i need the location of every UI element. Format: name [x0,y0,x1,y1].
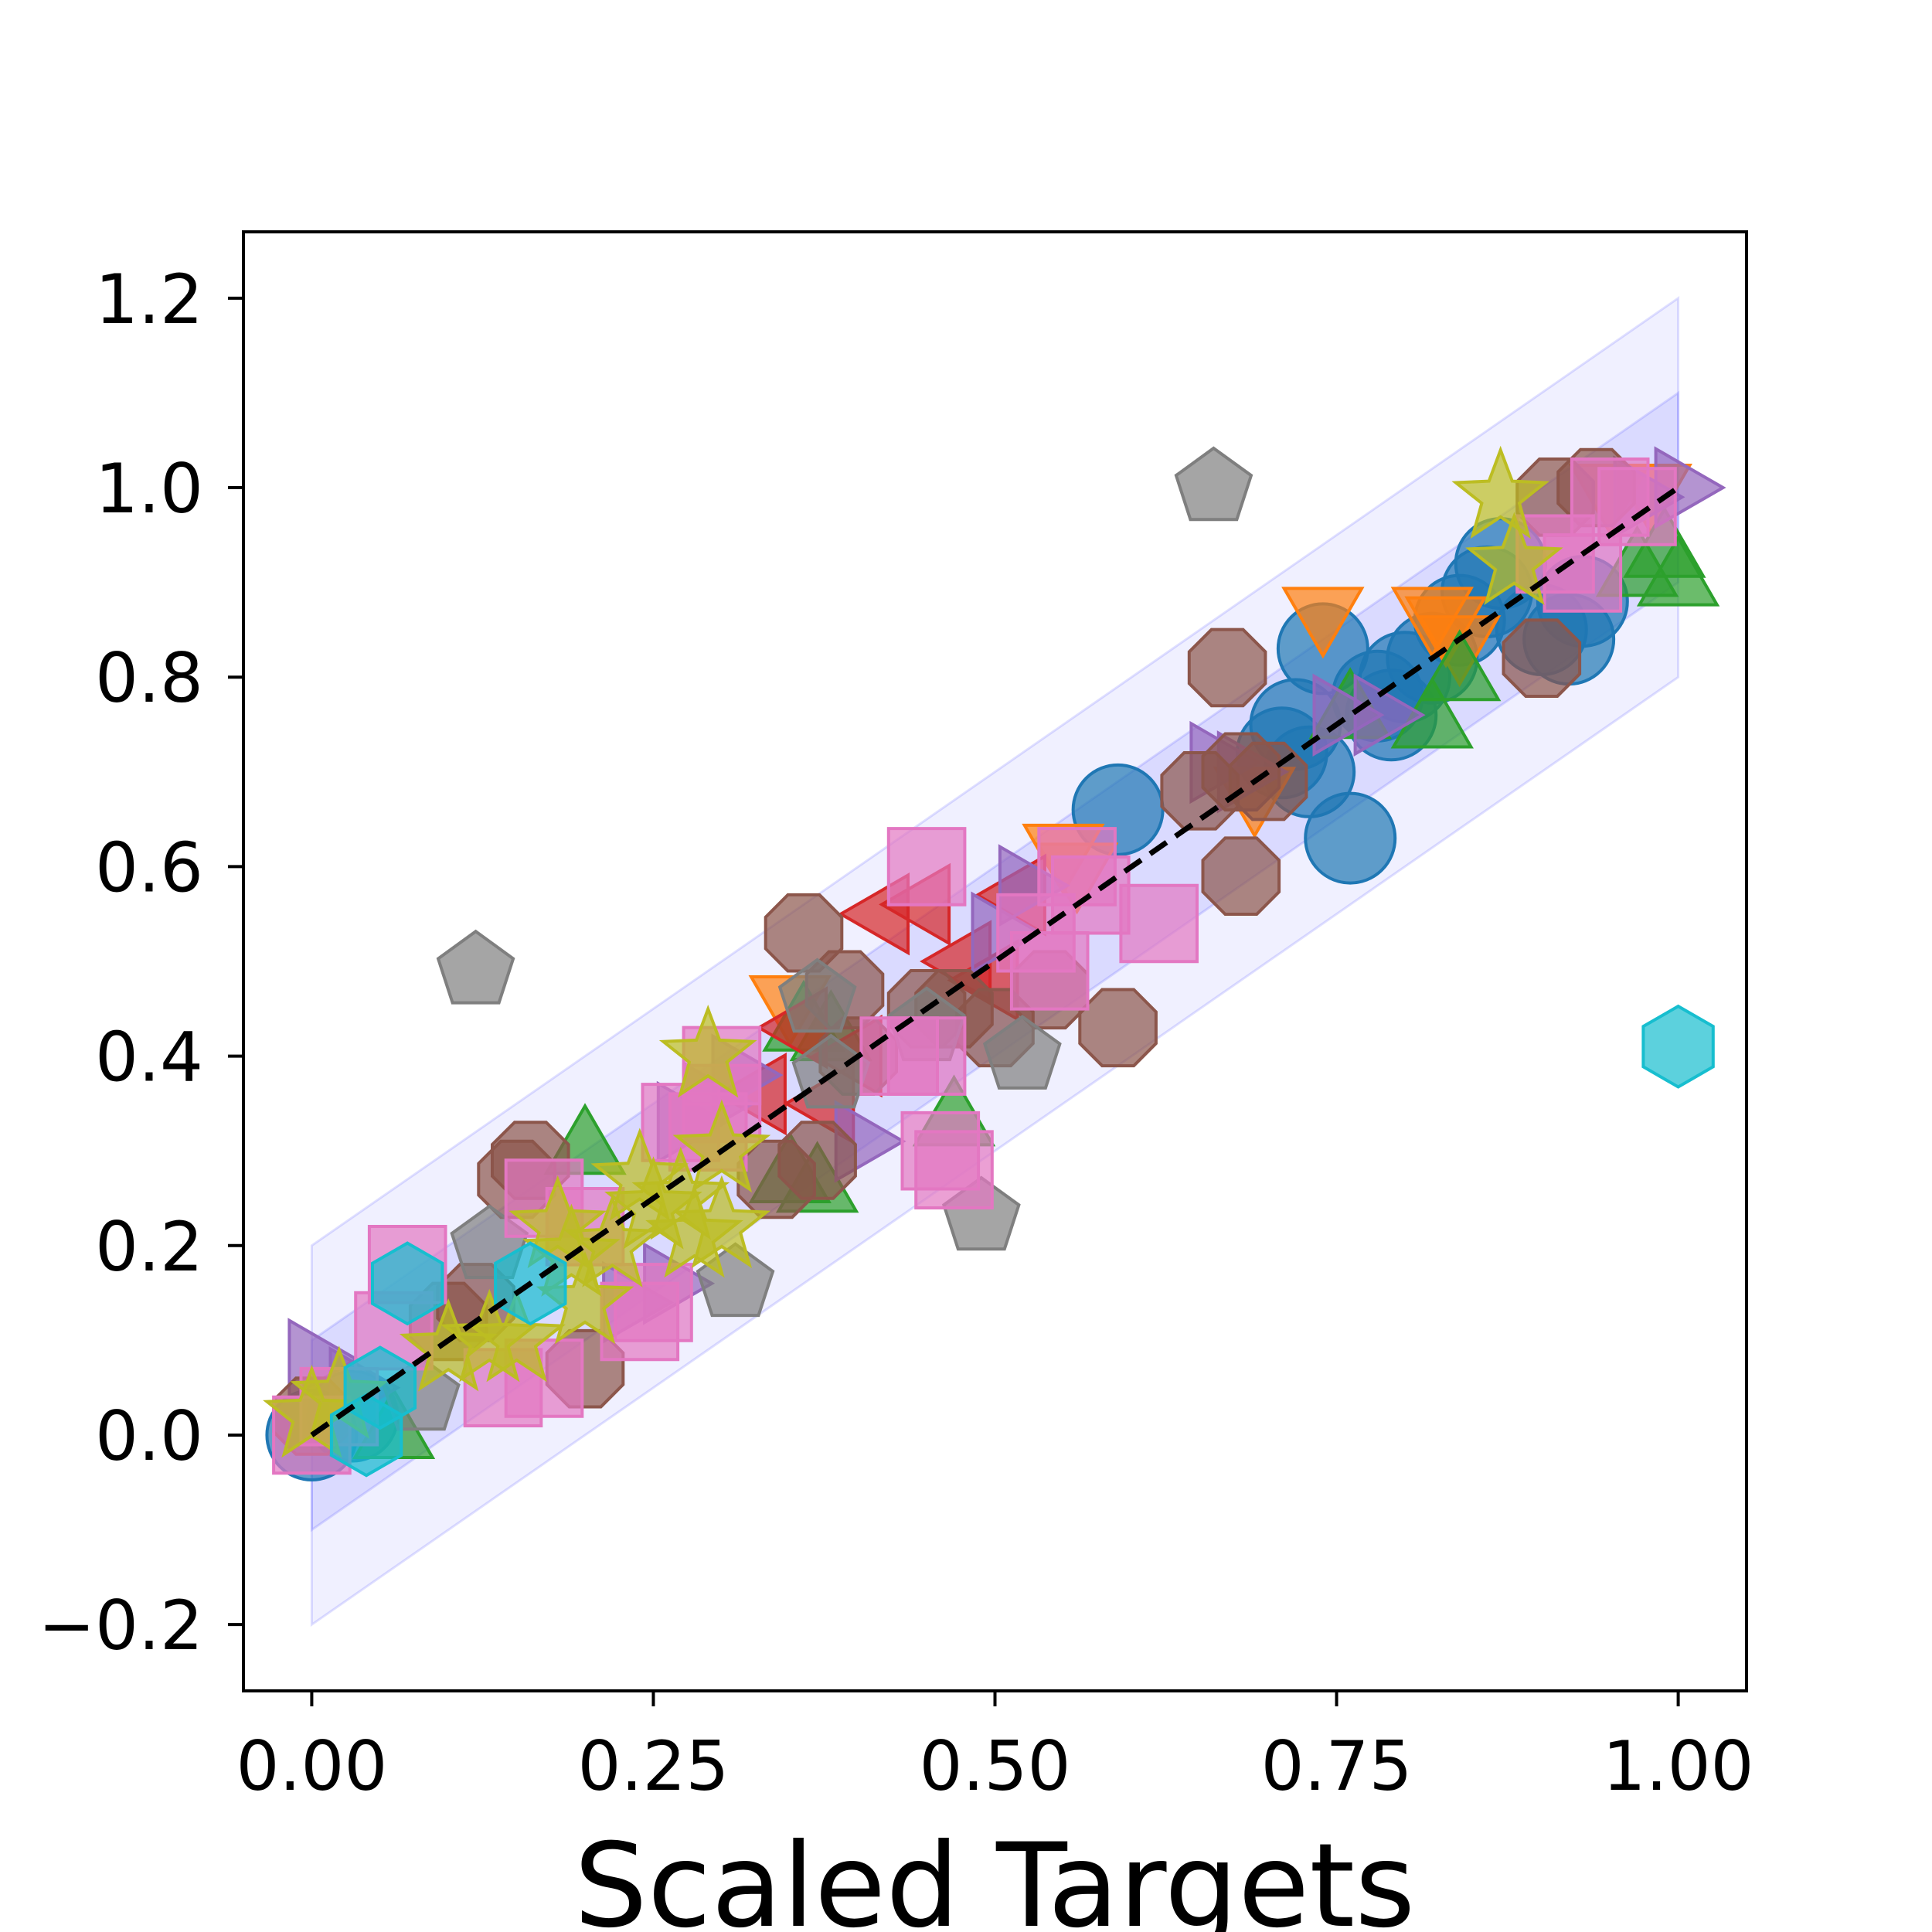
y-tick-label-6: 1.0 [95,449,203,529]
point-square-14 [886,827,967,906]
point-octagon-21 [1502,618,1582,698]
point-square-27 [1597,467,1677,546]
point-square-18 [914,1130,994,1209]
point-octagon-13 [777,1121,857,1200]
identity-reference-line [310,485,1680,1437]
y-tick-label-4: 0.6 [95,828,203,907]
point-square-16 [886,1016,967,1096]
point-octagon-17 [1201,836,1281,916]
scatter-points [263,445,1726,1481]
point-star-11 [631,1146,730,1240]
x-tick-label-3: 0.75 [1261,1726,1413,1806]
point-octagon-18 [1228,741,1308,821]
point-hexagon-2 [343,1345,417,1430]
point-star-4 [468,1288,566,1383]
point-square-23 [1119,883,1199,964]
point-square-22 [1051,855,1131,935]
plot-area [263,295,1726,1628]
point-pentagon-4 [1174,446,1253,522]
point-pentagon-5 [777,957,857,1033]
y-tick-label-2: 0.2 [95,1207,203,1287]
y-tick-label-3: 0.4 [95,1018,203,1097]
point-triangle_up-11 [1636,534,1720,607]
y-tick-label-0: −0.2 [38,1586,203,1665]
x-axis-title: Scaled Targets [574,1819,1416,1932]
point-octagon-11 [1078,988,1158,1068]
point-square-9 [614,1263,693,1342]
point-octagon-16 [1187,628,1267,708]
series-star [263,445,1563,1458]
y-tick-label-7: 1.2 [95,260,203,339]
point-circle-6 [1304,791,1397,885]
x-tick-label-4: 1.00 [1603,1726,1754,1806]
point-star-14 [672,1099,771,1193]
point-square-25 [1543,533,1623,613]
x-axis: 0.00 0.25 0.50 0.75 1.00 [236,1691,1754,1806]
point-star-13 [658,1004,757,1098]
y-axis: −0.2 0.0 0.2 0.4 0.6 0.8 1.0 1.2 [38,260,243,1665]
y-tick-label-5: 0.8 [95,638,203,718]
point-pentagon-3 [982,1015,1062,1090]
point-pentagon-0 [436,929,515,1005]
point-star-15 [672,1175,771,1269]
point-hexagon-0 [371,1241,444,1326]
point-square-20 [1009,931,1090,1011]
y-tick-label-1: 0.0 [95,1396,203,1476]
point-triangle_right-11 [1312,673,1385,757]
point-triangle_up-8 [1418,629,1502,702]
point-star-16 [1451,445,1550,539]
point-hexagon-4 [1641,1004,1715,1089]
x-tick-label-0: 0.00 [236,1726,387,1806]
point-triangle_down-3 [1281,587,1365,659]
point-triangle_right-12 [1353,673,1426,757]
x-tick-label-1: 0.25 [577,1726,729,1806]
series-hexagon [329,1004,1715,1478]
x-tick-label-2: 0.50 [920,1726,1071,1806]
point-star-17 [1465,512,1563,606]
